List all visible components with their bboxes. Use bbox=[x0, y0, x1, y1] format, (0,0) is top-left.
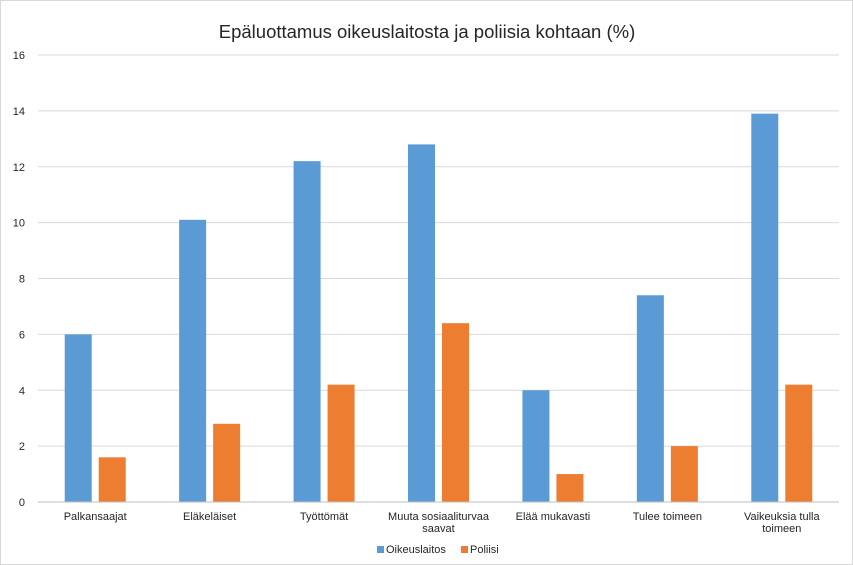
bar-oikeuslaitos bbox=[64, 334, 92, 502]
bar-poliisi bbox=[442, 323, 469, 502]
bar-poliisi bbox=[98, 457, 126, 502]
gridlines bbox=[38, 54, 839, 447]
y-tick-label: 8 bbox=[19, 274, 25, 286]
y-tick-label: 14 bbox=[13, 106, 25, 118]
y-tick-label: 6 bbox=[19, 329, 25, 341]
legend-swatch-oikeuslaitos bbox=[377, 546, 384, 553]
bar-poliisi bbox=[670, 446, 698, 502]
legend-label-poliisi: Poliisi bbox=[470, 544, 499, 556]
bar-poliisi bbox=[327, 384, 355, 502]
bar-poliisi bbox=[556, 474, 584, 502]
bar-oikeuslaitos bbox=[179, 219, 207, 503]
y-tick-label: 0 bbox=[19, 497, 25, 509]
y-tick-label: 12 bbox=[13, 162, 25, 174]
bar-poliisi bbox=[213, 423, 241, 502]
x-category-label: Eläkeläiset bbox=[183, 511, 236, 523]
y-tick-label: 10 bbox=[13, 218, 25, 230]
bar-oikeuslaitos bbox=[293, 161, 321, 502]
x-category-label: Työttömät bbox=[300, 511, 348, 523]
y-axis-ticks: 0 2 4 6 8 10 12 14 16 bbox=[13, 50, 25, 509]
bar-oikeuslaitos bbox=[522, 390, 550, 502]
bar-oikeuslaitos bbox=[408, 144, 435, 502]
legend-swatch-poliisi bbox=[461, 546, 468, 553]
y-tick-label: 2 bbox=[19, 441, 25, 453]
y-tick-label: 4 bbox=[19, 385, 25, 397]
bar-oikeuslaitos bbox=[636, 295, 664, 502]
legend: Oikeuslaitos Poliisi bbox=[377, 544, 499, 556]
x-category-label: saavat bbox=[422, 523, 454, 535]
bar-oikeuslaitos bbox=[751, 113, 779, 502]
x-category-label: Palkansaajat bbox=[64, 511, 127, 523]
legend-label-oikeuslaitos: Oikeuslaitos bbox=[386, 544, 446, 556]
chart-title: Epäluottamus oikeuslaitosta ja poliisia … bbox=[219, 21, 635, 42]
x-category-label: toimeen bbox=[762, 523, 801, 535]
x-category-label: Tulee toimeen bbox=[633, 511, 702, 523]
y-tick-label: 16 bbox=[13, 50, 25, 62]
x-axis-category-labels: Palkansaajat Eläkeläiset Työttömät Muuta so… bbox=[64, 511, 821, 535]
x-category-label: Vaikeuksia tulla bbox=[744, 511, 820, 523]
bar-poliisi bbox=[785, 384, 813, 502]
x-category-label: Elää mukavasti bbox=[516, 511, 591, 523]
x-category-label: Muuta sosiaaliturvaa bbox=[388, 511, 490, 523]
bars bbox=[64, 113, 813, 503]
